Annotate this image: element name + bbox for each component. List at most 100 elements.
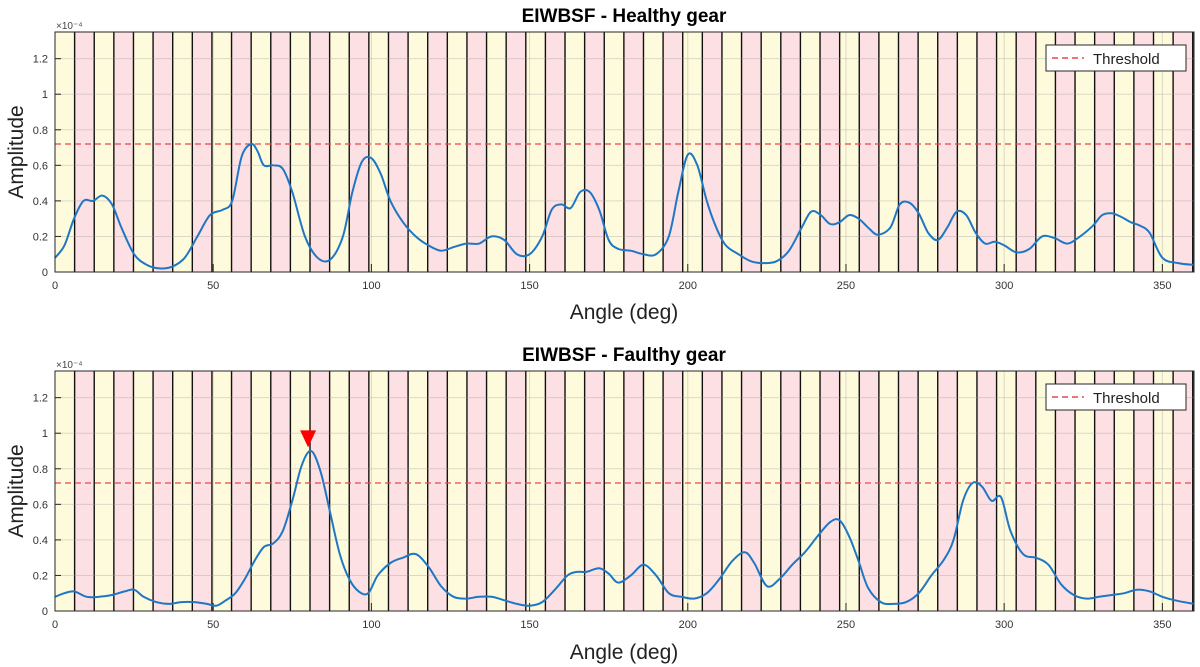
angle-band [466,32,487,272]
angle-band [55,32,75,272]
x-axis-label: Angle (deg) [570,301,679,324]
angle-band [153,371,173,611]
y-tick-label: 0 [42,267,48,279]
tick-marks [54,397,1163,612]
legend: Threshold [1045,383,1187,411]
y-tick-labels: 0 0.2 0.4 0.6 0.8 1 1.2 [33,54,48,279]
y-tick-label: 0.2 [33,570,48,582]
x-tick-label: 0 [52,280,58,292]
x-tick-label: 300 [995,619,1013,631]
angle-band [545,371,566,611]
y-tick-label: 0.2 [33,231,48,243]
x-tick-labels: 0 50 100 150 200 250 300 350 [52,619,1172,631]
x-tick-labels: 0 50 100 150 200 250 300 350 [52,280,1172,292]
angle-band [1133,32,1154,272]
angle-band [643,371,664,611]
angle-band [643,32,664,272]
angle-band [427,32,448,272]
angle-band [565,32,585,272]
angle-band [663,32,683,272]
angle-band [918,32,938,272]
angle-band [211,371,232,611]
angle-band [94,32,114,272]
angle-band [565,371,585,611]
angle-band [368,371,389,611]
angle-band [447,371,467,611]
angle-band [937,32,958,272]
angle-bands [55,371,1194,611]
angle-band [231,371,252,611]
y-tick-label: 0.6 [33,499,48,511]
angle-band [329,371,350,611]
angle-band [270,32,291,272]
x-tick-label: 200 [679,619,697,631]
angle-band [74,32,95,272]
angle-band [133,32,154,272]
y-tick-label: 1 [42,89,48,101]
angle-band [1114,371,1134,611]
angle-band [447,32,467,272]
angle-band [1114,32,1134,272]
x-axis-label: Angle (deg) [570,641,679,664]
angle-band [192,371,212,611]
angle-band [937,371,958,611]
y-axis-label: Amplitude [5,105,28,198]
chart-title: EIWBSF - Healthy gear [522,6,727,27]
fault-marker-triangle [300,430,317,448]
angle-band [368,32,389,272]
x-tick-label: 250 [837,280,855,292]
angle-band [408,32,428,272]
angle-band [1035,32,1056,272]
x-tick-label: 150 [520,619,538,631]
angle-band [604,32,624,272]
angle-band [839,32,860,272]
angle-band [878,32,899,272]
angle-band [918,371,938,611]
legend: Threshold [1045,44,1187,72]
x-tick-label: 200 [679,280,697,292]
y-tick-labels: 0 0.2 0.4 0.6 0.8 1 1.2 [33,393,48,618]
legend-threshold-label: Threshold [1093,51,1160,68]
series-line [54,449,1195,607]
x-tick-label: 100 [362,280,380,292]
y-tick-label: 0 [42,606,48,618]
angle-band [506,371,526,611]
angle-band [251,32,271,272]
healthy-gear-panel: EIWBSF - Healthy gear ×10⁻⁴ 0 50 100 150 200… [5,6,1195,324]
angle-band [741,371,762,611]
angle-band [780,32,801,272]
grid-lines [54,32,1194,273]
angle-band [408,371,428,611]
angle-band [290,32,311,272]
angle-band [133,371,154,611]
angle-band [349,32,369,272]
angle-band [996,371,1017,611]
y-tick-label: 0.6 [33,160,48,172]
y-tick-label: 0.8 [33,464,48,476]
angle-band [623,371,644,611]
y-tick-label: 0.8 [33,125,48,137]
angle-band [231,32,252,272]
angle-band [251,371,271,611]
y-exponent-label: ×10⁻⁴ [56,21,83,32]
angle-band [427,371,448,611]
angle-band [1094,32,1115,272]
angle-band [466,371,487,611]
x-tick-label: 250 [837,619,855,631]
faulty-gear-panel: EIWBSF - Faulthy gear ×10⁻⁴ 0 50 100 150 200… [5,345,1195,664]
angle-band [682,371,703,611]
angle-band [859,32,879,272]
angle-band [878,371,899,611]
x-tick-label: 100 [362,619,380,631]
angle-band [94,371,114,611]
angle-band [525,32,546,272]
angle-band [996,32,1017,272]
chart-title: EIWBSF - Faulthy gear [522,345,726,366]
axes-frame [54,31,1195,273]
legend-threshold-label: Threshold [1093,390,1160,407]
angle-band [604,371,624,611]
angle-band [741,32,762,272]
legend-box [1045,383,1187,411]
angle-band [663,371,683,611]
angle-band [349,371,369,611]
